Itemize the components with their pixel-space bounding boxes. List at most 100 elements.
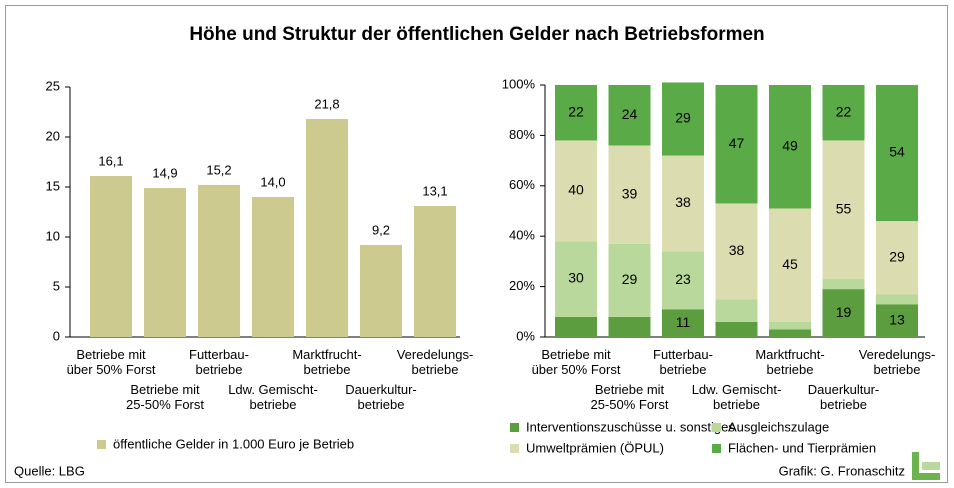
bar-segment	[876, 85, 918, 222]
x-tick-label: Dauerkultur- betriebe	[807, 382, 880, 412]
y-tick-label: 15	[46, 178, 60, 193]
bar	[198, 185, 240, 337]
y-tick-label: 5	[53, 278, 60, 293]
data-label: 9,2	[372, 222, 390, 237]
legend-label: Flächen- und Tierprämien	[728, 440, 876, 455]
data-label: 30	[568, 270, 584, 286]
legend-label: Ausgleichszulage	[728, 419, 829, 434]
bar-segment	[555, 316, 597, 337]
y-tick-label: 0	[53, 328, 60, 343]
x-tick-label: Ldw. Gemischt- betriebe	[228, 382, 318, 412]
y-tick-label: 10	[46, 228, 60, 243]
credit: Grafik: G. Fronaschitz	[779, 463, 905, 478]
data-label: 11	[676, 314, 691, 330]
bar-segment	[822, 289, 865, 337]
y-tick-label: 20%	[509, 278, 535, 293]
bar-segment	[715, 203, 758, 300]
legend-swatch	[510, 423, 519, 432]
data-label: 54	[889, 144, 905, 160]
bar-segment	[715, 321, 758, 337]
source: Quelle: LBG	[14, 463, 85, 478]
data-label: 22	[836, 103, 852, 119]
data-label: 23	[675, 271, 691, 287]
data-label: 24	[622, 106, 638, 122]
bar-segment	[715, 85, 758, 204]
y-tick-label: 80%	[509, 127, 535, 142]
bar	[90, 176, 132, 337]
x-tick-label: Betriebe mit über 50% Forst	[66, 347, 156, 377]
bar-segment	[662, 155, 704, 252]
legend-label: öffentliche Gelder in 1.000 Euro je Betr…	[113, 436, 354, 451]
bar	[414, 206, 456, 337]
data-label: 29	[622, 271, 638, 287]
data-label: 55	[836, 200, 852, 216]
bar-segment	[608, 85, 651, 146]
data-label: 38	[675, 194, 691, 210]
bar-segment	[555, 140, 597, 242]
y-tick-label: 40%	[509, 228, 535, 243]
x-tick-label: Futterbau- betriebe	[653, 347, 713, 377]
bar-segment	[662, 82, 704, 156]
data-label: 13,1	[422, 183, 447, 198]
bar	[306, 119, 348, 337]
legend-label: Interventionszuschüsse u. sonstiges	[526, 419, 735, 434]
bar-segment	[769, 208, 811, 322]
legend-label: Umweltprämien (ÖPUL)	[526, 440, 664, 455]
data-label: 29	[889, 248, 905, 264]
y-tick-label: 60%	[509, 177, 535, 192]
data-label: 15,2	[206, 162, 231, 177]
x-tick-label: Marktfrucht- betriebe	[292, 347, 362, 377]
bar-segment	[555, 85, 597, 141]
bar	[144, 188, 186, 337]
chart-title: Höhe und Struktur der öffentlichen Gelde…	[189, 24, 764, 45]
bar-segment	[769, 329, 811, 337]
y-tick-label: 20	[46, 128, 60, 143]
bar-segment	[608, 243, 651, 317]
data-label: 13	[889, 311, 905, 327]
legend-swatch	[510, 444, 519, 453]
bar-segment	[876, 294, 918, 305]
data-label: 39	[622, 185, 638, 201]
x-tick-label: Veredelungs- betriebe	[858, 347, 936, 377]
bar	[360, 245, 402, 337]
x-tick-label: Betriebe mit 25-50% Forst	[590, 382, 669, 412]
data-label: 45	[782, 256, 798, 272]
bar-segment	[715, 299, 758, 322]
x-tick-label: Betriebe mit über 50% Forst	[531, 347, 621, 377]
data-label: 47	[729, 135, 745, 151]
y-tick-label: 25	[46, 78, 60, 93]
data-label: 16,1	[98, 153, 123, 168]
legend-swatch	[712, 444, 721, 453]
x-tick-label: Marktfrucht- betriebe	[755, 347, 825, 377]
bar	[252, 197, 294, 337]
bar-segment	[876, 221, 918, 295]
data-label: 40	[568, 182, 584, 198]
bar-segment	[822, 279, 865, 290]
data-label: 21,8	[314, 96, 339, 111]
data-label: 22	[568, 103, 584, 119]
logo	[912, 452, 940, 480]
legend-swatch	[712, 423, 721, 432]
bar-segment	[662, 309, 704, 337]
y-tick-label: 100%	[502, 76, 536, 91]
x-tick-label: Veredelungs- betriebe	[396, 347, 474, 377]
x-tick-label: Futterbau- betriebe	[189, 347, 249, 377]
x-tick-label: Ldw. Gemischt- betriebe	[691, 382, 782, 412]
data-label: 49	[782, 137, 798, 153]
y-tick-label: 0%	[516, 328, 535, 343]
x-tick-label: Betriebe mit 25-50% Forst	[125, 382, 205, 412]
bar-segment	[608, 316, 651, 337]
bar-segment	[555, 241, 597, 317]
data-label: 29	[675, 110, 691, 126]
data-label: 14,9	[152, 165, 177, 180]
bar-segment	[769, 321, 811, 330]
data-label: 38	[729, 242, 745, 258]
bar-segment	[822, 85, 865, 141]
bar-segment	[876, 304, 918, 337]
bar-segment	[662, 251, 704, 310]
bar-segment	[822, 140, 865, 280]
data-label: 19	[836, 304, 852, 320]
x-tick-label: Dauerkultur- betriebe	[345, 382, 417, 412]
data-label: 14,0	[260, 174, 285, 189]
